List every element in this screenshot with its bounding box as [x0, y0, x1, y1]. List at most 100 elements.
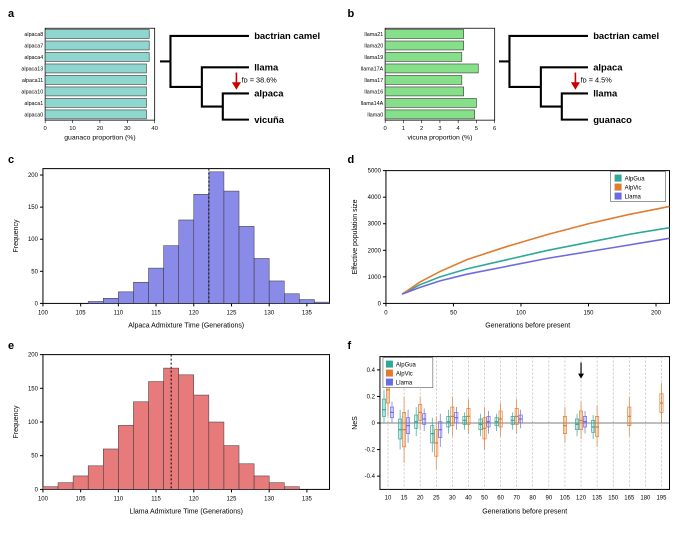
svg-text:4000: 4000 — [367, 195, 381, 201]
hist-bar — [209, 172, 224, 304]
svg-text:115: 115 — [151, 310, 161, 316]
legend-item: AlpVic — [624, 186, 641, 192]
svg-text:15: 15 — [400, 495, 407, 501]
hbar-label: alpaca13 — [21, 66, 43, 72]
tree-taxon: vicuña — [254, 114, 285, 125]
svg-text:0.4: 0.4 — [366, 368, 375, 374]
svg-text:20: 20 — [416, 495, 423, 501]
box — [591, 420, 594, 432]
svg-text:40: 40 — [465, 495, 472, 501]
hbar — [385, 87, 463, 96]
hbar — [385, 75, 462, 84]
hist-bar — [103, 298, 118, 303]
svg-text:120: 120 — [576, 495, 587, 501]
svg-text:100: 100 — [38, 310, 49, 316]
svg-text:110: 110 — [114, 310, 124, 316]
legend-item: AlpVic — [395, 372, 412, 378]
hbar — [45, 41, 149, 50]
x-axis-label: Llama Admixture Time (Generations) — [129, 508, 242, 515]
svg-text:0.2: 0.2 — [366, 394, 375, 400]
svg-text:105: 105 — [559, 495, 570, 501]
hbar — [45, 87, 146, 96]
panel-a: a alpaca8alpaca7alpaca4alpaca13alpaca11a… — [8, 8, 338, 148]
svg-text:3: 3 — [438, 126, 441, 132]
hist-bar — [209, 422, 224, 489]
hbar-label: alpaca10 — [21, 89, 43, 95]
box — [595, 416, 598, 436]
tree-taxon: bactrian camel — [254, 30, 320, 41]
svg-text:-0.4: -0.4 — [364, 474, 375, 480]
hist-bar — [164, 246, 179, 304]
hist-bar — [103, 449, 118, 489]
svg-text:120: 120 — [189, 496, 200, 502]
x-axis-label: Generations before present — [482, 508, 567, 515]
svg-text:30: 30 — [124, 126, 131, 132]
panel-f-boxplot: 1015202530405060708090105120135150165180… — [348, 340, 678, 520]
svg-text:150: 150 — [28, 386, 39, 392]
svg-text:200: 200 — [651, 310, 662, 316]
svg-text:130: 130 — [264, 496, 275, 502]
panel-f-label: f — [348, 340, 352, 352]
svg-text:3000: 3000 — [367, 222, 381, 228]
hbar-label: alpaca4 — [24, 55, 43, 61]
hist-bar — [239, 464, 254, 490]
svg-text:60: 60 — [497, 495, 504, 501]
hbar — [385, 30, 463, 39]
box — [398, 419, 401, 439]
hist-bar — [88, 301, 103, 303]
svg-text:150: 150 — [608, 495, 619, 501]
svg-text:0: 0 — [384, 310, 388, 316]
hbar — [45, 52, 149, 61]
panel-c-histogram: 100105110115120125130135050100150200Alpa… — [8, 154, 338, 334]
svg-text:100: 100 — [515, 310, 526, 316]
hist-bar — [284, 294, 299, 304]
svg-text:125: 125 — [226, 496, 237, 502]
tree-taxon: bactrian camel — [593, 30, 659, 41]
svg-text:-0.2: -0.2 — [364, 448, 375, 454]
svg-text:5000: 5000 — [367, 169, 381, 175]
svg-text:130: 130 — [264, 310, 275, 316]
hist-bar — [149, 268, 164, 303]
svg-text:25: 25 — [432, 495, 439, 501]
svg-text:70: 70 — [513, 495, 520, 501]
svg-text:0: 0 — [371, 421, 375, 427]
svg-text:30: 30 — [449, 495, 456, 501]
panel-e: e 100105110115120125130135050100150200Ll… — [8, 340, 338, 520]
hbar — [45, 98, 146, 107]
hbar — [45, 75, 146, 84]
svg-text:135: 135 — [592, 495, 603, 501]
hbar — [385, 64, 478, 73]
hist-bar — [179, 375, 194, 490]
svg-text:50: 50 — [481, 495, 488, 501]
hist-bar — [284, 487, 299, 490]
hist-bar — [43, 487, 58, 490]
y-axis-label: Effective population size — [351, 199, 358, 274]
svg-text:5: 5 — [474, 126, 478, 132]
svg-text:135: 135 — [302, 496, 313, 502]
hbar-label: alpaca0 — [24, 112, 43, 118]
svg-text:105: 105 — [76, 310, 87, 316]
svg-text:110: 110 — [114, 496, 124, 502]
panel-a-barchart: alpaca8alpaca7alpaca4alpaca13alpaca11alp… — [8, 18, 160, 148]
svg-text:200: 200 — [28, 173, 39, 179]
hist-bar — [73, 476, 88, 489]
hbar-label: alpaca11 — [22, 78, 43, 84]
hbar-label: llama20 — [364, 43, 383, 49]
svg-text:150: 150 — [28, 205, 39, 211]
legend-item: AlpGua — [624, 177, 645, 183]
panel-d: d 050100150200010002000300040005000Gener… — [348, 154, 678, 334]
y-axis-label: Frequency — [13, 405, 20, 438]
svg-text:195: 195 — [656, 495, 667, 501]
panel-c: c 100105110115120125130135050100150200Al… — [8, 154, 338, 334]
hist-bar — [149, 382, 164, 490]
svg-text:6: 6 — [493, 126, 496, 132]
hbar-label: llama16 — [364, 89, 383, 95]
svg-text:0: 0 — [377, 301, 381, 307]
hbar — [45, 64, 146, 73]
svg-text:100: 100 — [28, 420, 39, 426]
svg-text:105: 105 — [76, 496, 87, 502]
hbar-label: alpaca8 — [24, 32, 43, 38]
svg-text:2: 2 — [420, 126, 423, 132]
hist-bar — [269, 483, 284, 490]
hbar — [385, 98, 476, 107]
